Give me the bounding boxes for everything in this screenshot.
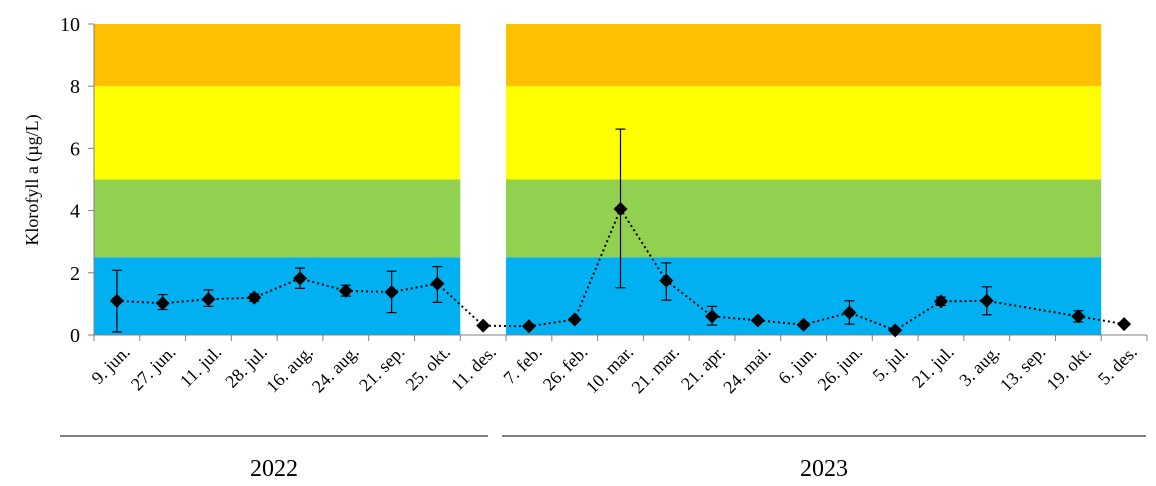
x-tick-label: 19. okt. xyxy=(1042,342,1095,395)
zone-band-0-1 xyxy=(94,179,461,258)
y-tick-label: 0 xyxy=(70,325,80,347)
x-tick-label: 11. des. xyxy=(447,342,500,395)
year-group-label: 2022 xyxy=(250,456,298,482)
y-tick-label: 10 xyxy=(60,14,80,36)
background-zones xyxy=(94,24,1102,335)
zone-band-1-3 xyxy=(506,24,1102,87)
x-tick-label: 21. mar. xyxy=(628,342,684,398)
data-point xyxy=(1071,309,1086,324)
x-tick-label: 16. aug. xyxy=(262,342,317,397)
data-point xyxy=(567,312,582,327)
x-tick-label: 27. jun. xyxy=(127,342,180,395)
y-tick-label: 2 xyxy=(70,263,80,285)
data-point xyxy=(888,323,903,338)
x-tick-label: 24. mai. xyxy=(719,342,775,398)
data-point xyxy=(796,317,811,332)
data-point xyxy=(430,276,445,291)
x-tick-label: 26. jun. xyxy=(814,342,867,395)
x-tick-label: 24. aug. xyxy=(308,342,363,397)
data-point xyxy=(155,296,170,311)
data-point xyxy=(247,290,262,305)
data-point xyxy=(201,292,216,307)
x-tick-label: 10. mar. xyxy=(582,342,638,398)
data-point xyxy=(1117,317,1132,332)
y-axis-label: Klorofyll a (µg/L) xyxy=(22,114,43,245)
y-tick-label: 6 xyxy=(70,138,80,160)
data-point xyxy=(659,273,674,288)
data-point xyxy=(613,202,628,217)
x-tick-label: 26. feb. xyxy=(539,342,592,395)
year-groups: 2022 2023 xyxy=(60,435,1146,482)
data-point xyxy=(750,313,765,328)
x-tick-label: 3. aug. xyxy=(955,342,1003,390)
data-point xyxy=(979,293,994,308)
data-point xyxy=(293,271,308,286)
year-group-label: 2023 xyxy=(800,456,848,482)
data-point xyxy=(476,318,491,333)
x-tick-label: 21. jul. xyxy=(908,342,958,392)
data-point xyxy=(933,294,948,309)
y-axis-ticks: 0 2 4 6 8 10 xyxy=(60,14,94,347)
axes xyxy=(93,24,1147,336)
data-point xyxy=(842,305,857,320)
zone-band-0-2 xyxy=(94,86,461,180)
zone-band-0-3 xyxy=(94,24,461,87)
data-point xyxy=(109,293,124,308)
data-point xyxy=(705,309,720,324)
series-line xyxy=(116,206,1125,332)
data-point xyxy=(384,285,399,300)
data-point xyxy=(338,283,353,298)
x-axis-ticks: 9. jun.27. jun.11. jul.28. jul.16. aug.2… xyxy=(87,335,1148,398)
zone-band-1-2 xyxy=(506,86,1102,180)
x-tick-label: 25. okt. xyxy=(402,342,455,395)
x-tick-label: 5. jul. xyxy=(869,342,912,385)
x-tick-label: 13. sep. xyxy=(996,342,1049,395)
x-tick-label: 11. jul. xyxy=(176,342,225,391)
y-tick-label: 4 xyxy=(70,201,80,223)
x-tick-label: 5. des. xyxy=(1094,342,1141,389)
y-tick-label: 8 xyxy=(70,76,80,98)
data-point xyxy=(521,319,536,334)
zone-band-1-1 xyxy=(506,179,1102,258)
data-series xyxy=(109,202,1132,338)
x-tick-label: 21. sep. xyxy=(355,342,408,395)
zone-band-0-0 xyxy=(94,257,461,335)
